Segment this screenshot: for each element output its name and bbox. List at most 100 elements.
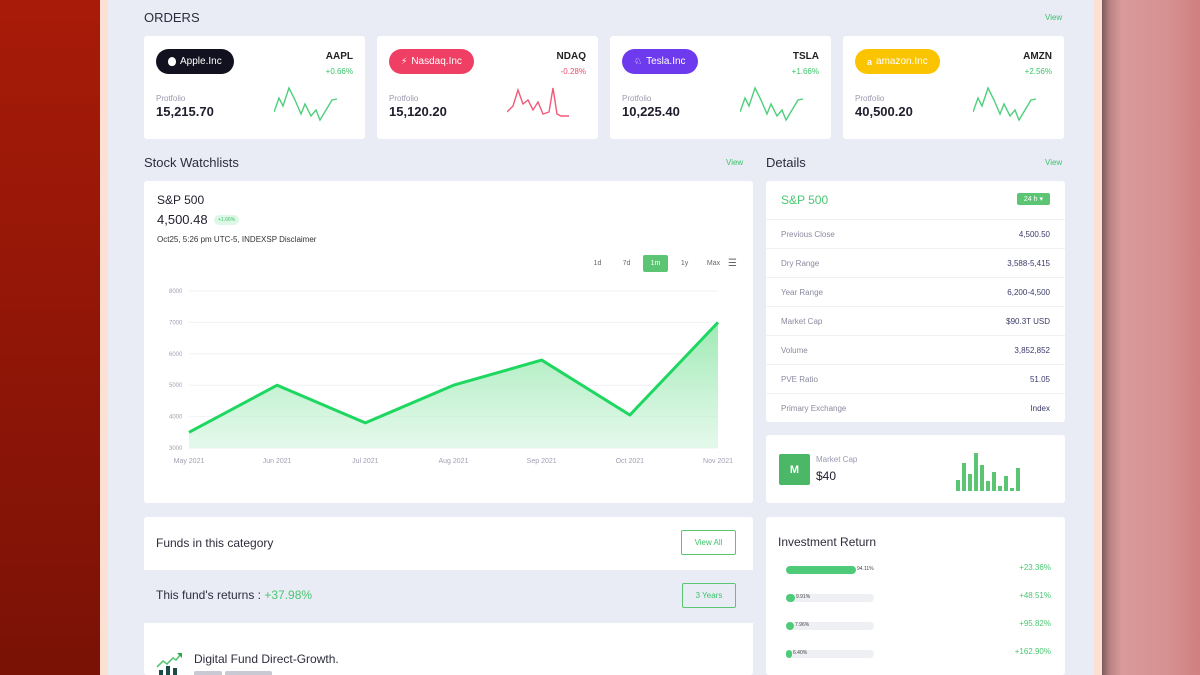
ticker: AAPL	[325, 51, 353, 62]
mini-bar	[1004, 476, 1008, 491]
detail-row-year-range: Year Range 6,200-4,500	[766, 278, 1065, 307]
detail-row-previous-close: Previous Close 4,500.50	[766, 220, 1065, 249]
change-badge: +1.66%	[214, 215, 240, 225]
details-header: S&P 500 24 h ▾	[766, 181, 1065, 220]
progress-fill	[786, 594, 795, 602]
portfolio-value: 15,120.20	[389, 104, 447, 119]
investment-return-card: Investment Return 94.11% +23.36% 9.91% +…	[766, 517, 1065, 675]
progress-percent: 7.96%	[795, 622, 810, 628]
portfolio-value: 40,500.20	[855, 104, 913, 119]
portfolio-value: 15,215.70	[156, 104, 214, 119]
investment-row: 6.40% +162.90%	[786, 647, 1051, 661]
progress-fill	[786, 650, 792, 658]
range-tab-1y[interactable]: 1y	[680, 260, 689, 267]
device-frame: ORDERS View Apple.Inc AAPL +0.66% Protfo…	[100, 0, 1102, 675]
mini-bar	[986, 481, 990, 491]
svg-text:Jul 2021: Jul 2021	[352, 458, 379, 465]
range-tab-max[interactable]: Max	[706, 260, 721, 267]
company-pill: ♘ Tesla.Inc	[622, 49, 698, 74]
company-name: amazon.Inc	[876, 56, 928, 67]
progress-fill	[786, 622, 794, 630]
menu-icon[interactable]: ☰	[728, 258, 737, 269]
progress-track	[786, 650, 874, 658]
orders-title: ORDERS	[144, 10, 200, 25]
detail-row-day-range: Dry Range 3,588-5,415	[766, 249, 1065, 278]
company-pill: a amazon.Inc	[855, 49, 940, 74]
sparkline-chart	[740, 86, 804, 122]
amazon-icon: a	[867, 56, 873, 67]
svg-text:Nov 2021: Nov 2021	[703, 458, 733, 465]
range-tab-1d[interactable]: 1d	[593, 260, 602, 267]
fund-returns-value: +37.98%	[264, 588, 313, 602]
mini-bar	[956, 480, 960, 491]
order-card-ndaq[interactable]: ⚡ Nasdaq.Inc NDAQ -0.28% Protfolio 15,12…	[377, 36, 598, 139]
change-percent: -0.28%	[560, 67, 586, 76]
order-card-tsla[interactable]: ♘ Tesla.Inc TSLA +1.66% Protfolio 10,225…	[610, 36, 831, 139]
svg-text:May 2021: May 2021	[174, 458, 205, 465]
svg-text:Jun 2021: Jun 2021	[263, 458, 292, 465]
market-cap-bar-chart	[956, 453, 1020, 491]
watchlist-view-link[interactable]: View	[726, 158, 744, 167]
index-name: S&P 500	[157, 193, 205, 207]
detail-label: Dry Range	[781, 258, 820, 268]
investment-row: 7.96% +95.82%	[786, 619, 1051, 633]
range-tab-1m[interactable]: 1m	[643, 255, 669, 272]
svg-text:7000: 7000	[169, 320, 183, 326]
view-all-button[interactable]: View All	[681, 530, 736, 555]
funds-title: Funds in this category	[156, 536, 274, 550]
sparkline-chart	[507, 87, 569, 117]
detail-row-market-cap: Market Cap $90.3T USD	[766, 307, 1065, 336]
details-view-link[interactable]: View	[1045, 158, 1063, 167]
period-dropdown[interactable]: 24 h ▾	[1016, 193, 1050, 205]
detail-label: Previous Close	[781, 229, 835, 239]
period-button[interactable]: 3 Years	[682, 583, 736, 608]
fund-returns-label: This fund's returns :	[156, 588, 265, 602]
svg-text:Sep 2021: Sep 2021	[527, 458, 557, 465]
return-value: +162.90%	[1014, 647, 1051, 656]
company-name: Tesla.Inc	[646, 56, 686, 67]
fund-returns-text: This fund's returns : +37.98%	[156, 588, 312, 602]
range-tab-7d[interactable]: 7d	[622, 260, 631, 267]
company-name: Nasdaq.Inc	[411, 56, 462, 67]
progress-percent: 6.40%	[793, 650, 808, 656]
index-price: 4,500.48	[157, 212, 208, 227]
detail-label: PVE Ratio	[781, 374, 818, 384]
portfolio-label: Protfolio	[622, 94, 652, 103]
funds-header: Funds in this category View All	[144, 517, 753, 570]
mini-bar	[1016, 468, 1020, 491]
background-right	[1102, 0, 1200, 675]
svg-text:5000: 5000	[169, 383, 183, 389]
detail-value: Index	[1030, 404, 1050, 413]
fund-list-item[interactable]: Digital Fund Direct-Growth.	[144, 623, 753, 675]
portfolio-label: Protfolio	[855, 94, 885, 103]
order-card-aapl[interactable]: Apple.Inc AAPL +0.66% Protfolio 15,215.7…	[144, 36, 365, 139]
progress-track	[786, 594, 874, 602]
fund-tags	[194, 671, 272, 675]
detail-value: 3,852,852	[1014, 345, 1050, 355]
details-title: Details	[766, 155, 806, 170]
orders-view-link[interactable]: View	[1045, 13, 1063, 22]
progress-track	[786, 566, 874, 574]
detail-label: Primary Exchange	[781, 404, 847, 413]
progress-track	[786, 622, 874, 630]
detail-row-primary-exchange: Primary Exchange Index	[766, 394, 1065, 423]
svg-text:Oct 2021: Oct 2021	[616, 458, 645, 465]
change-percent: +2.56%	[1024, 67, 1052, 76]
index-meta: Oct25, 5:26 pm UTC-5, INDEXSP Disclaimer	[157, 235, 317, 244]
watchlist-title: Stock Watchlists	[144, 155, 239, 170]
background-left	[0, 0, 100, 675]
company-pill: Apple.Inc	[156, 49, 234, 74]
detail-row-pve-ratio: PVE Ratio 51.05	[766, 365, 1065, 394]
investment-title: Investment Return	[778, 535, 877, 549]
company-name: Apple.Inc	[180, 56, 222, 67]
detail-value: 4,500.50	[1018, 229, 1050, 239]
detail-label: Market Cap	[781, 316, 823, 326]
ticker: AMZN	[1023, 51, 1052, 62]
portfolio-label: Protfolio	[389, 94, 419, 103]
svg-text:4000: 4000	[169, 415, 183, 421]
dashboard-panel: ORDERS View Apple.Inc AAPL +0.66% Protfo…	[108, 0, 1094, 675]
detail-label: Volume	[781, 345, 808, 355]
detail-label: Year Range	[781, 287, 823, 297]
mini-bar	[1010, 488, 1014, 491]
order-card-amzn[interactable]: a amazon.Inc AMZN +2.56% Protfolio 40,50…	[843, 36, 1064, 139]
